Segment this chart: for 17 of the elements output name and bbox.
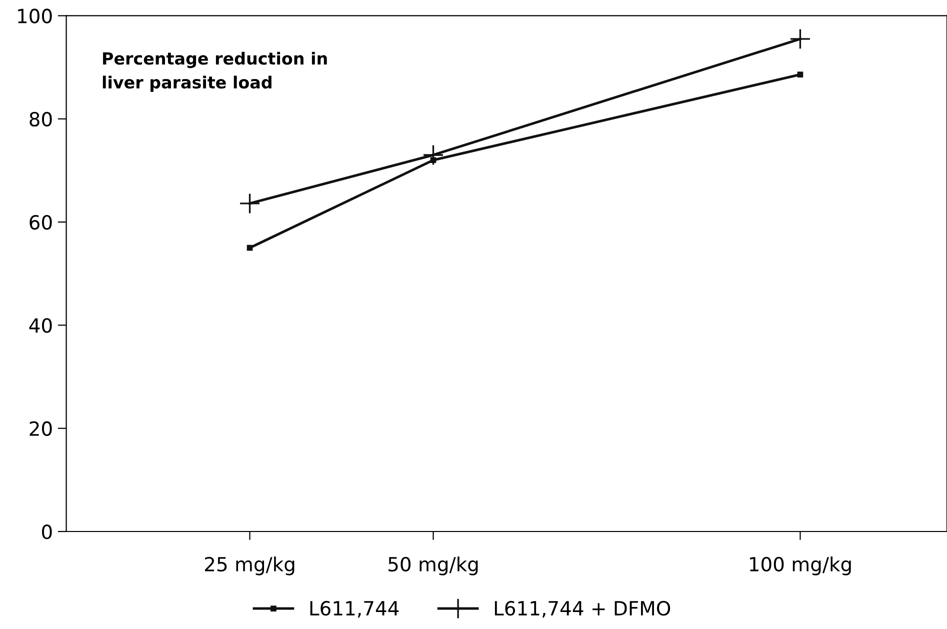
legend-label: L611,744 + DFMO bbox=[494, 600, 670, 618]
x-tick-label: 25 mg/kg bbox=[205, 556, 294, 576]
x-tick-label: 100 mg/kg bbox=[750, 556, 851, 576]
y-tick-label: 80 bbox=[30, 112, 52, 127]
point bbox=[239, 192, 260, 214]
y-tick-label: 60 bbox=[30, 214, 52, 230]
y-tick-label: 100 bbox=[18, 8, 52, 24]
y-tick-label: 20 bbox=[30, 421, 52, 436]
x-tick-label: 50 mg/kg bbox=[388, 556, 478, 576]
annotation: Percentage reduction in liver parasite load bbox=[102, 52, 327, 92]
point bbox=[422, 144, 444, 166]
point bbox=[246, 244, 253, 251]
y-tick-label: 40 bbox=[29, 318, 52, 333]
point bbox=[797, 72, 804, 78]
y-tick-label: 0 bbox=[42, 524, 52, 540]
legend-label: L611,744 bbox=[310, 600, 399, 618]
point bbox=[790, 28, 811, 50]
